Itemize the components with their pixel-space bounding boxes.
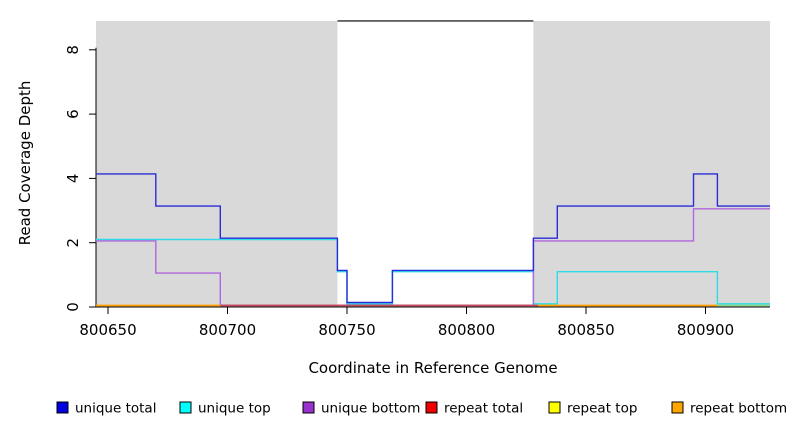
- y-tick-label: 2: [64, 238, 82, 248]
- legend-swatch-repeat-total: [425, 401, 438, 414]
- repeat-region-shading: [96, 20, 770, 308]
- legend-label-repeat-total: repeat total: [444, 401, 523, 417]
- series-lines: [96, 173, 770, 307]
- legend-swatch-repeat-bottom: [671, 401, 684, 414]
- series-path-unique-top: [96, 238, 770, 305]
- legend-item-unique-bottom: unique bottom: [302, 401, 420, 417]
- y-tick-label: 6: [64, 109, 82, 119]
- legend-item-unique-top: unique top: [179, 401, 271, 417]
- series-path-unique-total: [96, 173, 770, 304]
- legend-label-unique-bottom: unique bottom: [321, 401, 420, 417]
- legend-item-unique-total: unique total: [56, 401, 156, 417]
- legend-label-unique-top: unique top: [198, 401, 271, 417]
- x-tick-label: 800650: [79, 321, 136, 339]
- y-tick-label: 0: [64, 302, 82, 312]
- repeat-region-rect: [96, 21, 338, 308]
- y-axis-title: Read Coverage Depth: [16, 81, 34, 246]
- legend-item-repeat-bottom: repeat bottom: [671, 401, 787, 417]
- legend-swatch-unique-total: [56, 401, 69, 414]
- repeat-region-rect: [533, 21, 770, 308]
- legend: unique total unique top unique bottom repea…: [56, 401, 787, 417]
- legend-item-repeat-top: repeat top: [548, 401, 637, 417]
- legend-swatch-repeat-top: [548, 401, 561, 414]
- y-tick-label: 8: [64, 45, 82, 55]
- axes: 800650 800700 800750 800800 800850 800900 0 2 4 6…: [64, 45, 770, 339]
- legend-label-unique-total: unique total: [75, 401, 156, 417]
- x-tick-label: 800700: [199, 321, 256, 339]
- legend-item-repeat-total: repeat total: [425, 401, 523, 417]
- legend-swatch-unique-bottom: [302, 401, 315, 414]
- legend-swatch-unique-top: [179, 401, 192, 414]
- legend-label-repeat-top: repeat top: [567, 401, 637, 417]
- x-tick-label: 800750: [318, 321, 375, 339]
- y-tick-label: 4: [64, 174, 82, 184]
- legend-label-repeat-bottom: repeat bottom: [690, 401, 787, 417]
- x-tick-label: 800900: [677, 321, 734, 339]
- x-tick-label: 800850: [557, 321, 614, 339]
- x-axis-title: Coordinate in Reference Genome: [308, 359, 557, 377]
- x-tick-label: 800800: [438, 321, 495, 339]
